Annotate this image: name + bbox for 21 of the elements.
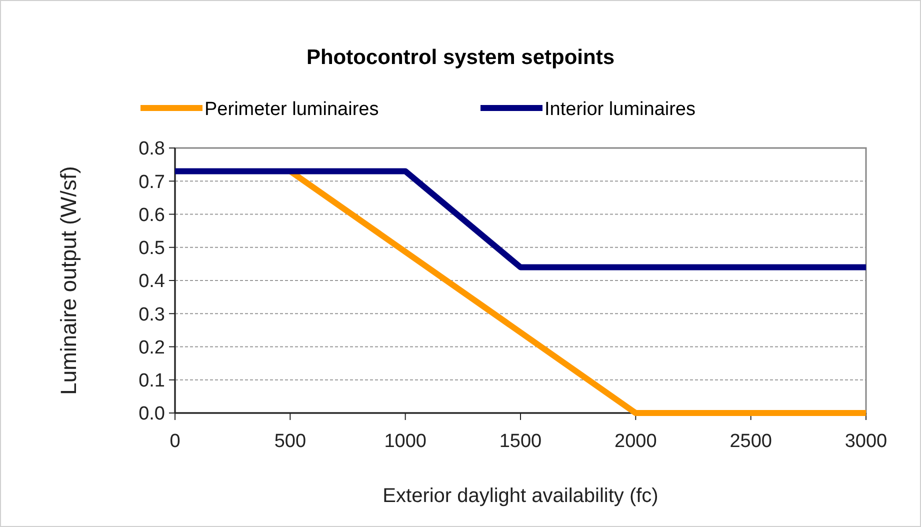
y-tick-label: 0.6	[138, 204, 165, 226]
x-tick-label: 1000	[384, 431, 426, 452]
y-tick-label: 0.7	[138, 172, 165, 193]
y-tick-label: 0.8	[138, 138, 165, 160]
y-tick-label: 0.4	[138, 271, 166, 292]
x-axis-title: Exterior daylight availability (fc)	[382, 485, 658, 507]
y-tick-label: 0.2	[138, 337, 165, 358]
y-axis-title: Luminaire output (W/sf)	[56, 166, 81, 395]
legend-label: Perimeter luminaires	[204, 99, 379, 120]
x-tick-label: 2500	[730, 431, 772, 452]
x-tick-label: 3000	[844, 431, 888, 452]
y-tick-label: 0.0	[138, 404, 165, 425]
x-tick-label: 1500	[499, 431, 542, 452]
y-tick-label: 0.5	[138, 238, 165, 260]
x-tick-label: 2000	[614, 431, 657, 452]
x-tick-label: 500	[274, 431, 306, 452]
chart-title: Photocontrol system setpoints	[306, 46, 615, 69]
x-tick-label: 0	[170, 431, 180, 452]
y-tick-label: 0.3	[138, 304, 165, 326]
y-tick-label: 0.1	[138, 370, 165, 392]
legend-label: Interior luminaires	[544, 99, 696, 120]
